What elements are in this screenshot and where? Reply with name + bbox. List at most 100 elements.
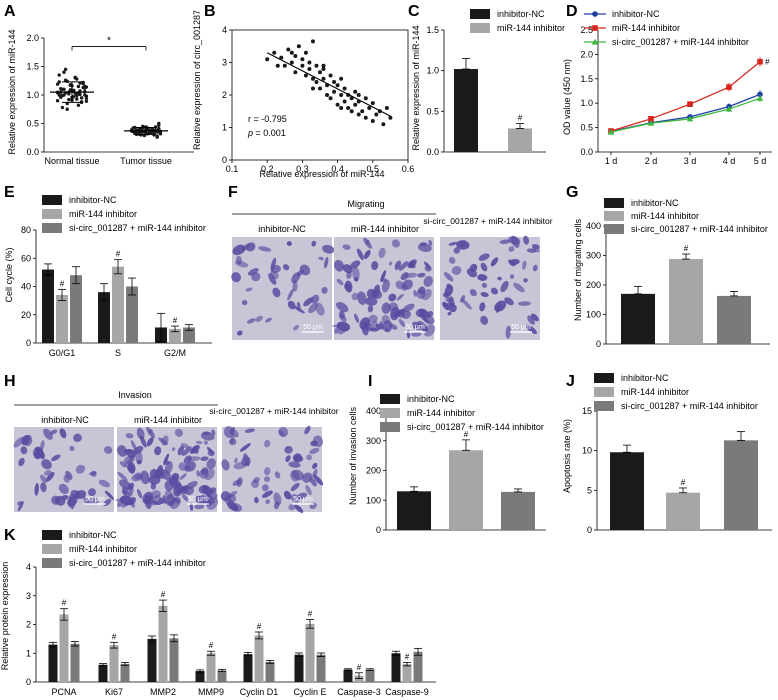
panel-h-cell bbox=[144, 495, 152, 510]
panel-b-point bbox=[353, 89, 358, 94]
panel-h-cell bbox=[228, 438, 237, 446]
panel-h-cell bbox=[208, 497, 215, 505]
panel-letter-k: K bbox=[4, 527, 16, 544]
panel-f-col-3-label: si-circ_001287 + miR-144 inhibitor bbox=[423, 216, 552, 226]
panel-d-legend-marker bbox=[591, 38, 599, 45]
panel-b-point bbox=[388, 115, 393, 120]
panel-f-cell bbox=[381, 279, 390, 293]
panel-b-y-tick-label: 2 bbox=[222, 90, 227, 100]
panel-f-cell bbox=[428, 239, 433, 246]
panel-f-cell bbox=[342, 244, 351, 250]
panel-g-legend-label: si-circ_001287 + miR-144 inhibitor bbox=[631, 224, 768, 234]
panel-f-cell bbox=[448, 242, 458, 246]
panel-h-cell bbox=[233, 462, 247, 470]
panel-g-legend-swatch bbox=[604, 211, 624, 221]
panel-h-cell bbox=[40, 440, 45, 450]
panel-d-ylabel: OD value (450 nm) bbox=[562, 59, 572, 135]
panel-e-legend-label: inhibitor-NC bbox=[69, 195, 117, 205]
panel-d-legend-label: inhibitor-NC bbox=[612, 9, 660, 19]
panel-f-cell bbox=[388, 261, 393, 266]
panel-e-x-tick-label: S bbox=[115, 348, 121, 358]
panel-k-y-tick-label: 4 bbox=[26, 562, 31, 572]
panel-d-y-tick-label: 2.5 bbox=[580, 25, 593, 35]
panel-b-point bbox=[289, 50, 294, 55]
panel-a-normal-point bbox=[60, 87, 65, 92]
panel-h-cell bbox=[69, 445, 75, 452]
panel-a-tumor-point bbox=[153, 125, 158, 129]
panel-b-point bbox=[307, 60, 312, 65]
panel-h-cell bbox=[283, 490, 292, 500]
panel-f-cell bbox=[448, 256, 456, 264]
panel-d: OD value (450 nm) 0.0 0.5 1.0 1.5 2.0 2.5 1 d 2… bbox=[562, 9, 772, 166]
panel-f-cell bbox=[527, 315, 535, 325]
panel-k-y-tick-label: 0 bbox=[26, 677, 31, 687]
panel-h-cell bbox=[170, 496, 181, 510]
panel-k: Relative protein expression 0 1 2 3 4 PCNA # Ki… bbox=[0, 530, 436, 697]
panel-j-legend-swatch bbox=[594, 401, 614, 411]
panel-b-point bbox=[339, 93, 344, 97]
panel-k-bar bbox=[243, 654, 253, 682]
panel-g-y-tick-label: 0 bbox=[596, 339, 601, 349]
panel-a-y-tick-label: 0.5 bbox=[26, 119, 39, 129]
panel-h-cell bbox=[75, 464, 86, 474]
panel-i-y-tick-label: 0 bbox=[376, 525, 381, 535]
panel-b-point bbox=[339, 106, 344, 110]
panel-e-bar bbox=[126, 286, 138, 343]
panel-i-bar bbox=[397, 491, 431, 530]
panel-h-cell bbox=[290, 470, 300, 482]
panel-h-cell bbox=[196, 470, 200, 477]
panel-b-point bbox=[335, 102, 340, 107]
panel-h-cell bbox=[43, 428, 53, 440]
panel-b-xlabel: Relative expression of miR-144 bbox=[259, 169, 384, 179]
panel-f-cell bbox=[375, 323, 382, 330]
panel-e-bar bbox=[70, 275, 82, 343]
panel-f-cell bbox=[478, 253, 490, 261]
panel-f-cell bbox=[411, 331, 422, 337]
panel-k-annotation: # bbox=[405, 652, 410, 661]
panel-h-cell bbox=[23, 434, 33, 447]
panel-k-bar bbox=[265, 661, 275, 682]
panel-h-col-2-label: miR-144 inhibitor bbox=[134, 415, 202, 425]
panel-k-annotation: # bbox=[257, 622, 262, 631]
panel-h-cell bbox=[51, 454, 61, 462]
panel-f-cell bbox=[354, 277, 359, 282]
panel-f-cell bbox=[378, 247, 386, 259]
panel-f-cell bbox=[490, 287, 498, 295]
panel-k-x-tick-label: MMP2 bbox=[150, 687, 176, 697]
panel-h-cell bbox=[117, 445, 128, 457]
panel-f-cell bbox=[336, 301, 349, 313]
panel-h-image-background bbox=[222, 427, 322, 512]
panel-h-cell bbox=[234, 457, 238, 464]
panel-f-cell bbox=[480, 315, 489, 325]
panel-f-cell bbox=[380, 270, 387, 282]
panel-k-x-tick-label: Cyclin D1 bbox=[240, 687, 279, 697]
panel-b-point bbox=[325, 93, 330, 97]
panel-h-cell bbox=[312, 468, 318, 478]
panel-f-cell bbox=[322, 244, 335, 254]
panel-h-cell bbox=[304, 425, 311, 435]
panel-f-group-label: Migrating bbox=[347, 199, 384, 209]
panel-d-y-tick-label: 1.0 bbox=[580, 98, 593, 108]
panel-k-bar bbox=[98, 664, 108, 682]
panel-f-cell bbox=[443, 272, 454, 282]
panel-k-annotation: # bbox=[209, 641, 214, 650]
panel-e-ylabel: Cell cycle (%) bbox=[4, 247, 14, 302]
panel-letter-g: G bbox=[566, 184, 578, 201]
panel-letter-a: A bbox=[4, 3, 16, 20]
panel-h-cell bbox=[221, 459, 230, 471]
panel-h-cell bbox=[264, 467, 271, 476]
panel-c-legend-swatch bbox=[470, 23, 490, 33]
panel-a-tumor-point bbox=[133, 131, 137, 135]
panel-f-cell bbox=[447, 311, 452, 316]
panel-a-tumor-point bbox=[152, 130, 156, 135]
panel-f-cell bbox=[423, 275, 433, 287]
panel-f-cell bbox=[460, 295, 466, 303]
panel-b-point bbox=[293, 54, 298, 58]
panel-f-cell bbox=[247, 268, 259, 276]
panel-b-point bbox=[303, 73, 308, 78]
panel-h-cell bbox=[34, 483, 39, 496]
panel-k-bar bbox=[402, 664, 412, 682]
panel-h-cell bbox=[158, 437, 168, 446]
panel-f: Migrating inhibitor-NC miR-144 inhibitor… bbox=[231, 199, 553, 340]
